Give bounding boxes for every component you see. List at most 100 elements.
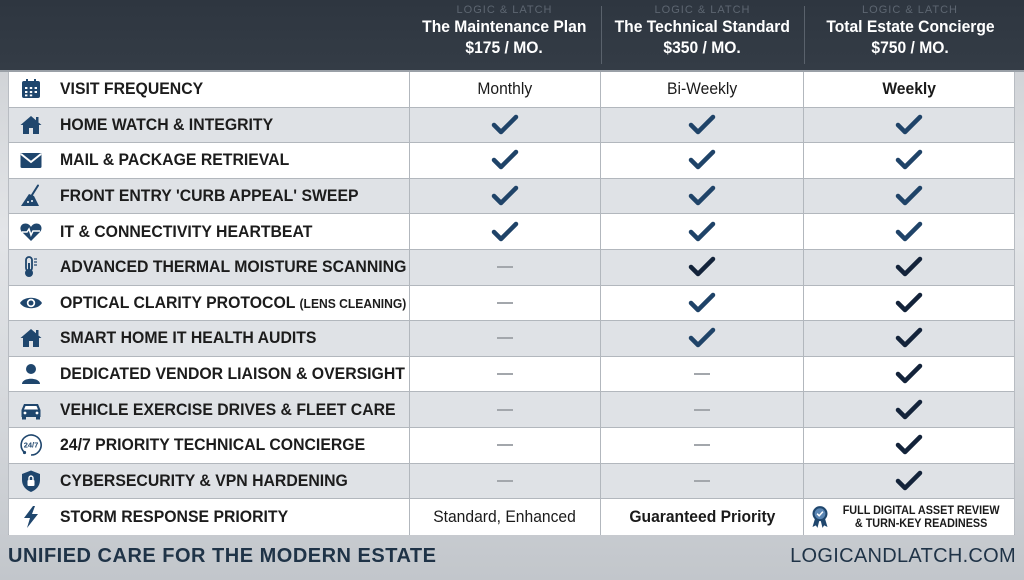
plan-name: Total Estate Concierge xyxy=(825,17,995,36)
check-icon xyxy=(601,143,804,178)
storm-response-concierge: FULL DIGITAL ASSET REVIEW & TURN-KEY REA… xyxy=(842,502,1000,530)
table-row: VEHICLE EXERCISE DRIVES & FLEET CARE xyxy=(9,392,1014,428)
value-cell xyxy=(410,321,601,356)
value-cell: Bi-Weekly xyxy=(601,72,804,107)
smart-home-icon xyxy=(19,326,43,350)
feature-label: ADVANCED THERMAL MOISTURE SCANNING xyxy=(60,257,407,277)
header-divider xyxy=(804,6,805,64)
check-icon xyxy=(601,321,804,356)
check-icon xyxy=(804,286,1014,321)
plan-price: $175 / MO. xyxy=(465,38,544,57)
feature-label-main: OPTICAL CLARITY PROTOCOL xyxy=(60,292,296,312)
value-cell xyxy=(410,285,601,321)
table-row: MAIL & PACKAGE RETRIEVAL xyxy=(9,143,1014,179)
table-row: HOME WATCH & INTEGRITY xyxy=(9,107,1014,144)
table-row: 24/7 24/7 PRIORITY TECHNICAL CONCIERGE xyxy=(9,427,1014,464)
person-icon xyxy=(19,362,43,386)
dash-icon xyxy=(497,479,513,482)
plan-name: The Technical Standard xyxy=(614,17,791,36)
table-row: SMART HOME IT HEALTH AUDITS xyxy=(9,321,1014,357)
feature-cell: VISIT FREQUENCY xyxy=(9,72,410,107)
value-cell: Weekly xyxy=(804,72,1014,107)
value-cell xyxy=(601,463,804,499)
thermometer-icon xyxy=(19,255,43,279)
award-ribbon-icon xyxy=(810,505,830,529)
value-cell: Standard, Enhanced xyxy=(410,499,601,535)
check-icon xyxy=(601,107,804,143)
storm-response-maintenance: Standard, Enhanced xyxy=(433,506,577,526)
table-row: CYBERSECURITY & VPN HARDENING xyxy=(9,463,1014,500)
svg-text:24/7: 24/7 xyxy=(24,441,39,450)
plan-maintenance: LOGIC & LATCH The Maintenance Plan $175 … xyxy=(409,0,600,70)
feature-cell: FRONT ENTRY 'CURB APPEAL' SWEEP xyxy=(9,178,410,214)
comparison-table: VISIT FREQUENCY Monthly Bi-Weekly Weekly… xyxy=(8,72,1015,535)
check-icon xyxy=(804,179,1014,214)
envelope-icon xyxy=(19,148,43,172)
feature-cell: CYBERSECURITY & VPN HARDENING xyxy=(9,463,410,499)
value-cell: FULL DIGITAL ASSET REVIEW & TURN-KEY REA… xyxy=(804,499,1014,535)
plan-technical: LOGIC & LATCH The Technical Standard $35… xyxy=(601,0,804,70)
dash-icon xyxy=(497,337,513,340)
table-row: FRONT ENTRY 'CURB APPEAL' SWEEP xyxy=(9,178,1014,215)
car-icon xyxy=(19,398,43,422)
dash-icon xyxy=(497,301,513,304)
check-icon xyxy=(410,143,601,178)
plan-price: $750 / MO. xyxy=(871,38,949,57)
feature-label: IT & CONNECTIVITY HEARTBEAT xyxy=(60,221,313,241)
storm-response-technical: Guaranteed Priority xyxy=(628,506,776,526)
table-row: STORM RESPONSE PRIORITY Standard, Enhanc… xyxy=(9,499,1014,535)
dash-icon xyxy=(497,266,513,269)
visit-frequency-concierge: Weekly xyxy=(882,79,936,99)
feature-cell: OPTICAL CLARITY PROTOCOL (LENS CLEANING) xyxy=(9,285,410,321)
footer-website-link[interactable]: LOGICANDLATCH.COM xyxy=(790,545,1016,567)
broom-icon xyxy=(19,184,43,208)
check-icon xyxy=(410,214,601,249)
feature-label: CYBERSECURITY & VPN HARDENING xyxy=(60,470,348,490)
check-icon xyxy=(804,428,1014,463)
plan-name: The Maintenance Plan xyxy=(422,17,587,36)
feature-label: OPTICAL CLARITY PROTOCOL (LENS CLEANING) xyxy=(60,293,406,313)
check-icon xyxy=(601,214,804,249)
heartbeat-icon xyxy=(19,220,43,244)
value-cell xyxy=(410,392,601,427)
plan-brand: LOGIC & LATCH xyxy=(456,4,553,16)
check-icon xyxy=(601,285,804,321)
check-icon xyxy=(410,178,601,214)
dash-icon xyxy=(497,373,513,376)
shield-lock-icon xyxy=(19,469,43,493)
feature-cell: DEDICATED VENDOR LIAISON & OVERSIGHT xyxy=(9,356,410,392)
value-cell xyxy=(410,463,601,499)
lightning-icon xyxy=(19,505,43,529)
check-icon xyxy=(410,107,601,143)
check-icon xyxy=(804,214,1014,249)
eye-icon xyxy=(19,291,43,315)
value-cell xyxy=(410,427,601,463)
feature-label: VISIT FREQUENCY xyxy=(60,79,204,99)
plan-price: $350 / MO. xyxy=(663,38,742,57)
plan-header: LOGIC & LATCH The Maintenance Plan $175 … xyxy=(0,0,1024,72)
badge-line-1: FULL DIGITAL ASSET REVIEW xyxy=(842,502,1000,517)
dash-icon xyxy=(497,408,513,411)
feature-cell: 24/7 24/7 PRIORITY TECHNICAL CONCIERGE xyxy=(9,427,410,463)
header-divider xyxy=(601,6,602,64)
feature-label: FRONT ENTRY 'CURB APPEAL' SWEEP xyxy=(60,186,359,206)
home-icon xyxy=(19,113,43,137)
value-cell xyxy=(410,249,601,285)
value-cell xyxy=(601,427,804,463)
check-icon xyxy=(804,250,1014,285)
check-icon xyxy=(601,249,804,285)
table-row: DEDICATED VENDOR LIAISON & OVERSIGHT xyxy=(9,356,1014,393)
feature-label: DEDICATED VENDOR LIAISON & OVERSIGHT xyxy=(60,364,405,384)
support-24-7-icon: 24/7 xyxy=(19,433,43,457)
visit-frequency-technical: Bi-Weekly xyxy=(666,79,738,99)
feature-label: SMART HOME IT HEALTH AUDITS xyxy=(60,328,317,348)
check-icon xyxy=(804,392,1014,427)
value-cell xyxy=(601,392,804,427)
feature-label-note: (LENS CLEANING) xyxy=(299,295,407,311)
feature-cell: STORM RESPONSE PRIORITY xyxy=(9,499,410,535)
feature-label: 24/7 PRIORITY TECHNICAL CONCIERGE xyxy=(60,435,366,455)
dash-icon xyxy=(694,408,710,411)
badge-line-2: & TURN-KEY READINESS xyxy=(854,515,988,530)
plan-concierge: LOGIC & LATCH Total Estate Concierge $75… xyxy=(804,0,1016,70)
value-cell xyxy=(601,356,804,392)
